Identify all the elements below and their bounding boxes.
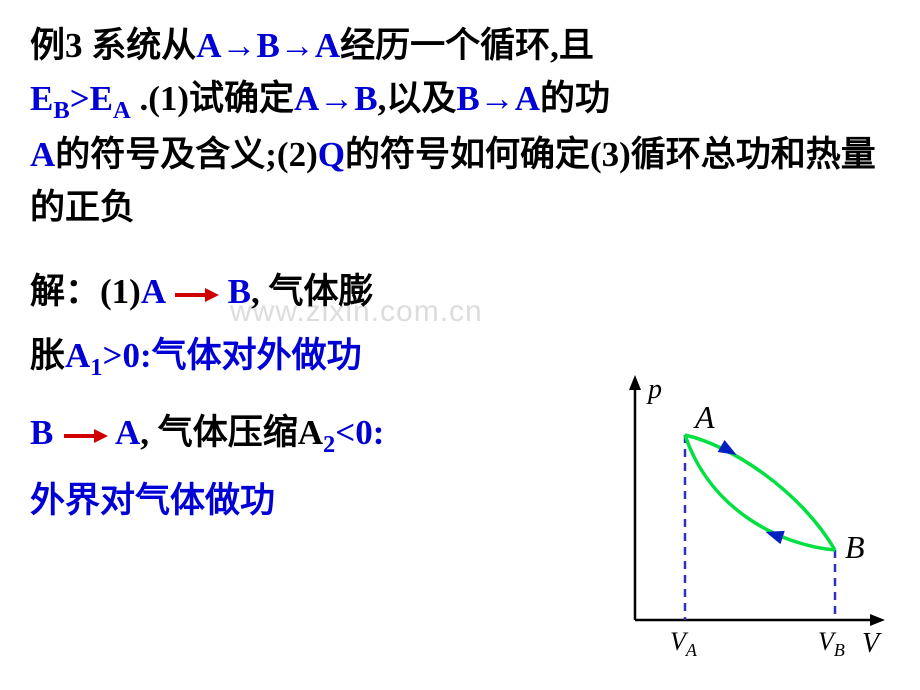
ba-text: B→A [456,79,540,118]
p-axis-label: p [646,374,662,405]
solution-line-4: 外界对气体做功 [30,473,590,529]
a-label2: A [115,413,140,452]
point-b-label: B [845,529,865,565]
text: 经历一个循环,且 [340,26,594,65]
text: , 气体压缩A [140,413,323,452]
lt-cond: <0: [335,413,384,452]
problem-statement: 例3 系统从A→B→A经历一个循环,且 EB>EA .(1)试确定A→B,以及B… [30,20,890,234]
a-symbol: A [30,135,55,174]
solution-line-3: B A, 气体压缩A2<0: [30,405,590,464]
text: 解：(1) [30,272,141,311]
v-axis-label: V [862,628,882,659]
eb-label: EB>EA [30,79,131,118]
text: 的符号及含义;(2) [55,135,317,174]
arrow-right-icon [62,426,108,446]
arrow-right-icon [173,285,219,305]
q-symbol: Q [318,135,345,174]
vb-label: VB [818,627,845,660]
point-a-label: A [693,399,715,435]
a1-cond: A1>0:气体对外做功 [65,336,362,375]
ab-text: A→B [294,79,378,118]
solution-line-1: 解：(1)A B, 气体膨 [30,264,590,320]
text: ,以及 [378,79,457,118]
text: 的功 [540,79,610,118]
text: 胀 [30,336,65,375]
text: .(1)试确定 [131,79,294,118]
solution-line-2: 胀A1>0:气体对外做功 [30,328,590,387]
cycle-text: A→B→A [196,26,340,65]
pv-diagram: p A B VA VB V [600,370,890,660]
text: , 气体膨 [251,272,374,311]
a-label: A [141,272,164,311]
b-label: B [228,272,251,311]
solution-block: 解：(1)A B, 气体膨 胀A1>0:气体对外做功 B A, 气体压缩A2<0… [30,264,590,528]
b-label2: B [30,413,53,452]
va-label: VA [670,627,698,660]
text: 例3 系统从 [30,26,196,65]
sub2: 2 [323,431,335,458]
